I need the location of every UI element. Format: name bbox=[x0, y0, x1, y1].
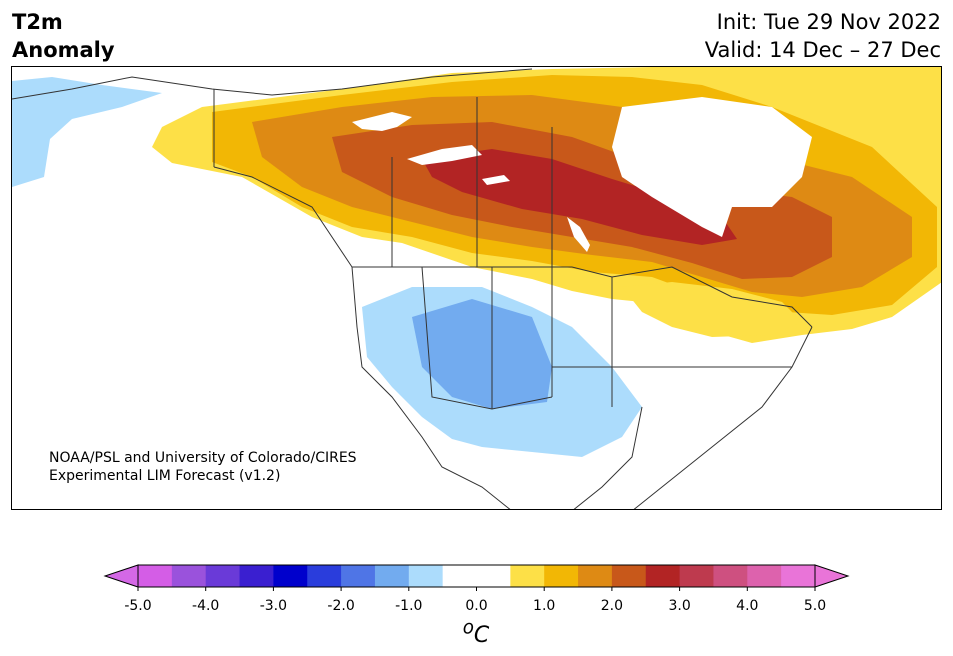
colorbar-tick-label: -4.0 bbox=[192, 598, 220, 614]
colorbar-tick-label: -5.0 bbox=[124, 598, 152, 614]
credit-line-2: Experimental LIM Forecast (v1.2) bbox=[49, 468, 281, 484]
units-base: C bbox=[473, 623, 490, 649]
colorbar-tick-label: 2.0 bbox=[600, 598, 624, 614]
credit-line-1: NOAA/PSL and University of Colorado/CIRE… bbox=[49, 450, 357, 466]
colorbar-swatch bbox=[747, 565, 782, 587]
colorbar-swatch bbox=[273, 565, 308, 587]
units-superscript: o bbox=[462, 618, 474, 639]
colorbar-units: oC bbox=[463, 618, 490, 648]
colorbar-tick-label: -2.0 bbox=[327, 598, 355, 614]
init-date: Init: Tue 29 Nov 2022 bbox=[716, 10, 941, 34]
colorbar-swatch bbox=[307, 565, 342, 587]
colorbar-max-extension bbox=[814, 564, 850, 588]
lake-athabasca bbox=[482, 175, 510, 185]
lake-winnipeg bbox=[567, 217, 590, 252]
colorbar-swatch bbox=[374, 565, 410, 587]
colorbar-swatch bbox=[611, 565, 647, 587]
date-info: Init: Tue 29 Nov 2022 Valid: 14 Dec – 27… bbox=[705, 8, 941, 64]
colorbar-tick-label: 1.0 bbox=[533, 598, 556, 614]
colorbar-swatch bbox=[578, 565, 613, 587]
colorbar-swatch bbox=[341, 565, 376, 587]
colorbar-swatch bbox=[544, 565, 579, 587]
warm-anomaly-2-5 bbox=[422, 149, 737, 245]
cold-anomaly-core bbox=[412, 299, 552, 409]
colorbar-swatch bbox=[442, 565, 477, 587]
colorbar-tick-label: 3.0 bbox=[668, 598, 691, 614]
lake-great-slave bbox=[407, 145, 482, 165]
credit-text: NOAA/PSL and University of Colorado/CIRE… bbox=[49, 449, 357, 485]
colorbar-swatch bbox=[205, 565, 241, 587]
colorbar-min-extension bbox=[103, 564, 139, 588]
colorbar-tick-label: -3.0 bbox=[259, 598, 288, 614]
title-line-1: T2m bbox=[12, 10, 63, 34]
cold-anomaly-alaska bbox=[12, 77, 162, 187]
title-line-2: Anomaly bbox=[12, 38, 115, 62]
colorbar-swatch bbox=[171, 565, 207, 587]
colorbar-tick-label: 5.0 bbox=[803, 598, 827, 614]
colorbar-swatch bbox=[713, 565, 748, 587]
valid-date: Valid: 14 Dec – 27 Dec bbox=[704, 38, 941, 62]
map-panel bbox=[11, 66, 942, 510]
lake-great-bear bbox=[352, 112, 412, 131]
map-title: T2m Anomaly bbox=[12, 8, 115, 64]
colorbar-tick-label: 0.0 bbox=[465, 598, 488, 614]
colorbar-swatch bbox=[645, 565, 681, 587]
colorbar-swatch bbox=[679, 565, 714, 587]
hudson-bay bbox=[612, 97, 812, 237]
political-borders bbox=[12, 68, 813, 509]
great-lakes-warm bbox=[622, 282, 802, 337]
colorbar-swatch bbox=[138, 565, 173, 587]
colorbar-swatch bbox=[510, 565, 545, 587]
colorbar-swatch bbox=[476, 565, 511, 587]
colorbar-tick-label: -1.0 bbox=[395, 598, 423, 614]
colorbar-swatch bbox=[408, 565, 444, 587]
colorbar-swatch bbox=[239, 565, 274, 587]
colorbar-tick-label: 4.0 bbox=[736, 598, 759, 614]
colorbar-swatch bbox=[781, 565, 816, 587]
anomaly-map bbox=[12, 67, 941, 509]
